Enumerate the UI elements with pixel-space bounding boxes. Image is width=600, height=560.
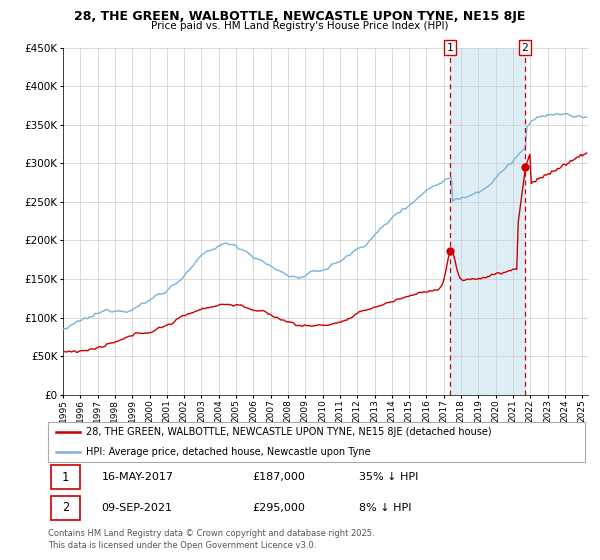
Text: 28, THE GREEN, WALBOTTLE, NEWCASTLE UPON TYNE, NE15 8JE (detached house): 28, THE GREEN, WALBOTTLE, NEWCASTLE UPON… — [86, 427, 491, 437]
FancyBboxPatch shape — [50, 465, 80, 489]
FancyBboxPatch shape — [48, 422, 585, 462]
Bar — [450, 48, 525, 395]
Text: 1: 1 — [62, 470, 69, 483]
Text: 28, THE GREEN, WALBOTTLE, NEWCASTLE UPON TYNE, NE15 8JE: 28, THE GREEN, WALBOTTLE, NEWCASTLE UPON… — [74, 10, 526, 23]
Text: 8% ↓ HPI: 8% ↓ HPI — [359, 503, 412, 513]
Text: £295,000: £295,000 — [252, 503, 305, 513]
Text: Contains HM Land Registry data © Crown copyright and database right 2025.
This d: Contains HM Land Registry data © Crown c… — [48, 529, 374, 550]
Text: 2: 2 — [62, 501, 69, 515]
Text: 16-MAY-2017: 16-MAY-2017 — [102, 472, 174, 482]
Text: 1: 1 — [447, 43, 454, 53]
FancyBboxPatch shape — [50, 496, 80, 520]
Text: HPI: Average price, detached house, Newcastle upon Tyne: HPI: Average price, detached house, Newc… — [86, 446, 370, 456]
Text: £187,000: £187,000 — [252, 472, 305, 482]
Text: 35% ↓ HPI: 35% ↓ HPI — [359, 472, 419, 482]
Text: 2: 2 — [521, 43, 529, 53]
Text: 09-SEP-2021: 09-SEP-2021 — [102, 503, 173, 513]
Text: Price paid vs. HM Land Registry's House Price Index (HPI): Price paid vs. HM Land Registry's House … — [151, 21, 449, 31]
